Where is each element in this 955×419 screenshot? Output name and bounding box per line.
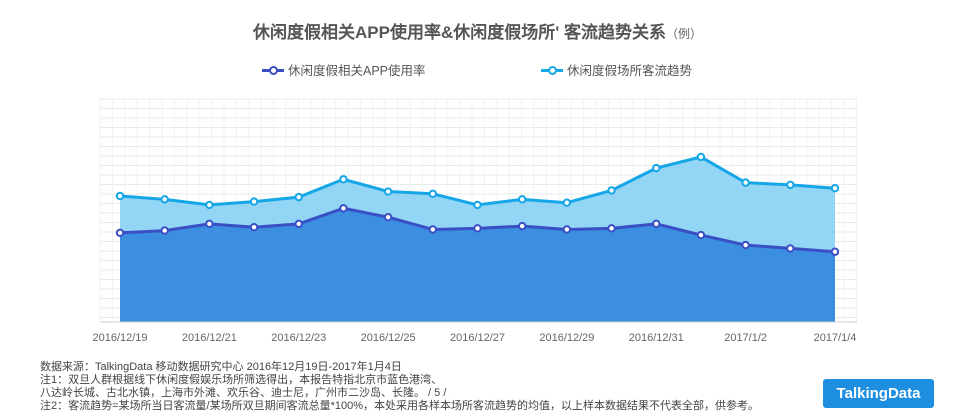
note-1-continued: 八达岭长城、古北水镇，上海市外滩、欢乐谷、迪士尼，广州市二沙岛、长隆。 / 5 … [40,387,447,399]
data-point-0 [562,225,572,234]
data-point-1 [339,175,348,184]
data-point-1 [696,152,706,162]
x-tick-label: 2016/12/19 [92,332,147,344]
data-point-0 [294,219,303,229]
x-tick-label: 2016/12/29 [539,332,594,344]
data-point-1 [473,200,482,210]
data-point-0 [517,221,527,231]
data-point-0 [428,225,438,234]
x-tick-label: 2016/12/21 [182,332,237,344]
x-tick-label: 2017/1/4 [814,332,857,344]
data-point-1 [652,163,661,173]
data-point-0 [741,240,750,250]
data-point-0 [652,219,661,229]
series-area-0 [120,208,835,322]
x-tick-label: 2016/12/27 [450,332,505,344]
talkingdata-logo: TalkingData [823,379,934,408]
data-point-0 [205,219,214,229]
data-point-0 [607,224,616,233]
data-point-1 [562,198,572,207]
chart-title-note: （例） [665,27,702,41]
data-point-0 [115,228,125,238]
data-point-1 [160,195,169,204]
data-point-1 [383,187,393,196]
chart-title-main: 休闲度假相关APP使用率&休闲度假场所' 客流趋势关系 [252,23,666,42]
area-chart: 2016/12/19 2016/12/21 2016/12/23 2016/12/25… [92,98,857,344]
data-point-1 [428,189,438,198]
legend-item-visitor-trend: 休闲度假场所客流趋势 [541,60,692,79]
data-point-0 [339,204,348,213]
footnotes: 数据来源：TalkingData 移动数据研究中心 2016年12月19日-20… [40,361,759,413]
data-point-1 [517,195,527,204]
data-point-1 [115,191,125,201]
legend-label-app-usage: 休闲度假相关APP使用率 [288,64,426,78]
data-point-0 [696,230,706,240]
data-point-1 [786,180,795,190]
data-point-0 [160,226,169,235]
x-tick-label: 2016/12/25 [361,332,416,344]
data-point-0 [473,224,482,233]
data-point-1 [830,184,840,193]
data-point-1 [294,192,303,202]
data-point-1 [205,200,214,210]
x-tick-label: 2017/1/2 [724,332,767,344]
data-point-0 [249,223,259,232]
chart-title: 休闲度假相关APP使用率&休闲度假场所' 客流趋势关系（例） [0,18,955,43]
legend-swatch-app-usage [262,65,284,75]
data-point-0 [383,212,393,222]
x-tick-label: 2016/12/31 [629,332,684,344]
legend-label-visitor-trend: 休闲度假场所客流趋势 [567,64,693,78]
data-point-1 [741,178,750,187]
data-point-1 [249,197,259,206]
note-2: 注2：客流趋势=某场所当日客流量/某场所双旦期间客流总量*100%，本处采用各样… [40,400,760,412]
note-1: 注1：双旦人群根据线下休闲度假娱乐场所筛选得出，本报告特指北京市蓝色港湾、 [40,374,443,386]
data-source-note: 数据来源：TalkingData 移动数据研究中心 2016年12月19日-20… [40,361,402,373]
data-point-0 [830,247,840,256]
legend-item-app-usage: 休闲度假相关APP使用率 [262,60,426,79]
chart-legend: 休闲度假相关APP使用率 休闲度假场所客流趋势 [0,60,955,80]
data-point-1 [607,186,616,195]
legend-swatch-visitor-trend [541,65,563,75]
data-point-0 [786,244,795,253]
x-tick-label: 2016/12/23 [271,332,326,344]
